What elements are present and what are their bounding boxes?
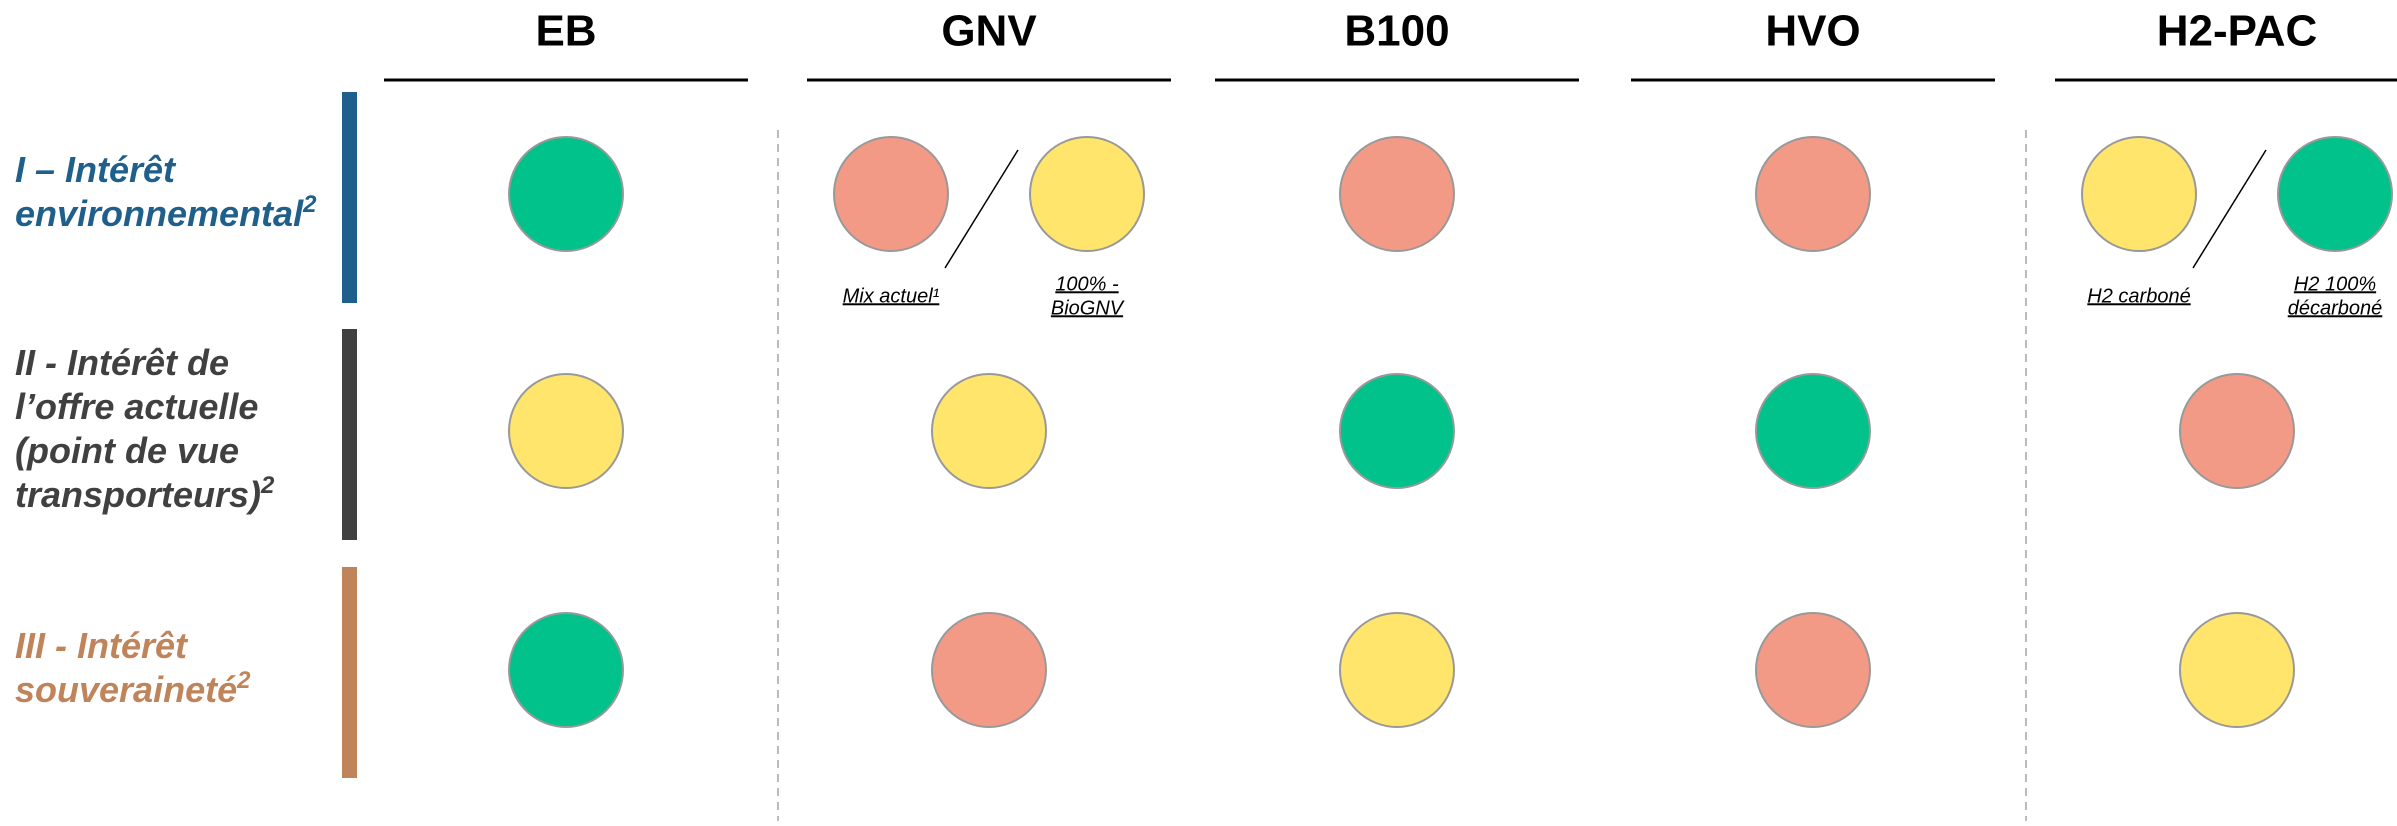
row-bar [342,92,357,303]
column-header: B100 [1344,7,1449,56]
row-label: transporteurs)2 [15,472,275,514]
rating-dot [508,136,624,252]
rating-dot [1755,612,1871,728]
row-label: III - Intérêt [15,625,189,666]
dot-caption: H2 carboné [2087,285,2190,307]
row-label: (point de vue [15,430,239,471]
rating-dot [1339,136,1455,252]
row-label-line: l’offre actuelle [15,386,258,427]
rating-dot [931,612,1047,728]
row-bar [342,329,357,540]
slash [944,149,1019,269]
superscript: 2 [236,667,251,694]
row-label-line: I – Intérêt [15,149,177,190]
superscript: 2 [302,191,317,218]
row-label: l’offre actuelle [15,386,258,427]
rating-dot [2179,612,2295,728]
column-header: EB [535,7,596,56]
rating-dot [2277,136,2393,252]
rating-dot [1339,612,1455,728]
row-label-line: II - Intérêt de [15,342,229,383]
rating-dot [1755,136,1871,252]
row-label: II - Intérêt de [15,342,229,383]
rating-dot [2179,373,2295,489]
column-header: GNV [941,7,1037,56]
dot-caption: décarboné [2288,297,2383,319]
rating-dot [508,373,624,489]
rating-dot [508,612,624,728]
row-label-line: transporteurs) [15,474,261,515]
superscript: 2 [260,472,275,499]
dot-caption: H2 100% [2294,273,2376,295]
row-label: souveraineté2 [15,667,251,709]
column-header: H2-PAC [2157,7,2318,56]
row-label: environnemental2 [15,191,317,233]
dot-caption: BioGNV [1051,297,1125,319]
slash [2192,149,2267,269]
column-header: HVO [1765,7,1860,56]
rating-dot [2081,136,2197,252]
row-label-line: souveraineté [15,669,237,710]
row-label-line: environnemental [15,193,304,234]
rating-dot [833,136,949,252]
dot-caption: 100% - [1055,273,1119,295]
row-bar [342,567,357,778]
row-label: I – Intérêt [15,149,177,190]
rating-dot [1755,373,1871,489]
rating-dot [1339,373,1455,489]
row-label-line: III - Intérêt [15,625,189,666]
dot-caption: Mix actuel¹ [843,285,940,307]
row-label-line: (point de vue [15,430,239,471]
rating-dot [1029,136,1145,252]
rating-dot [931,373,1047,489]
